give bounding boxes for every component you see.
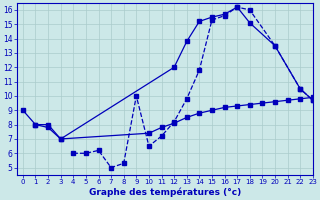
X-axis label: Graphe des températures (°c): Graphe des températures (°c) [89,188,241,197]
